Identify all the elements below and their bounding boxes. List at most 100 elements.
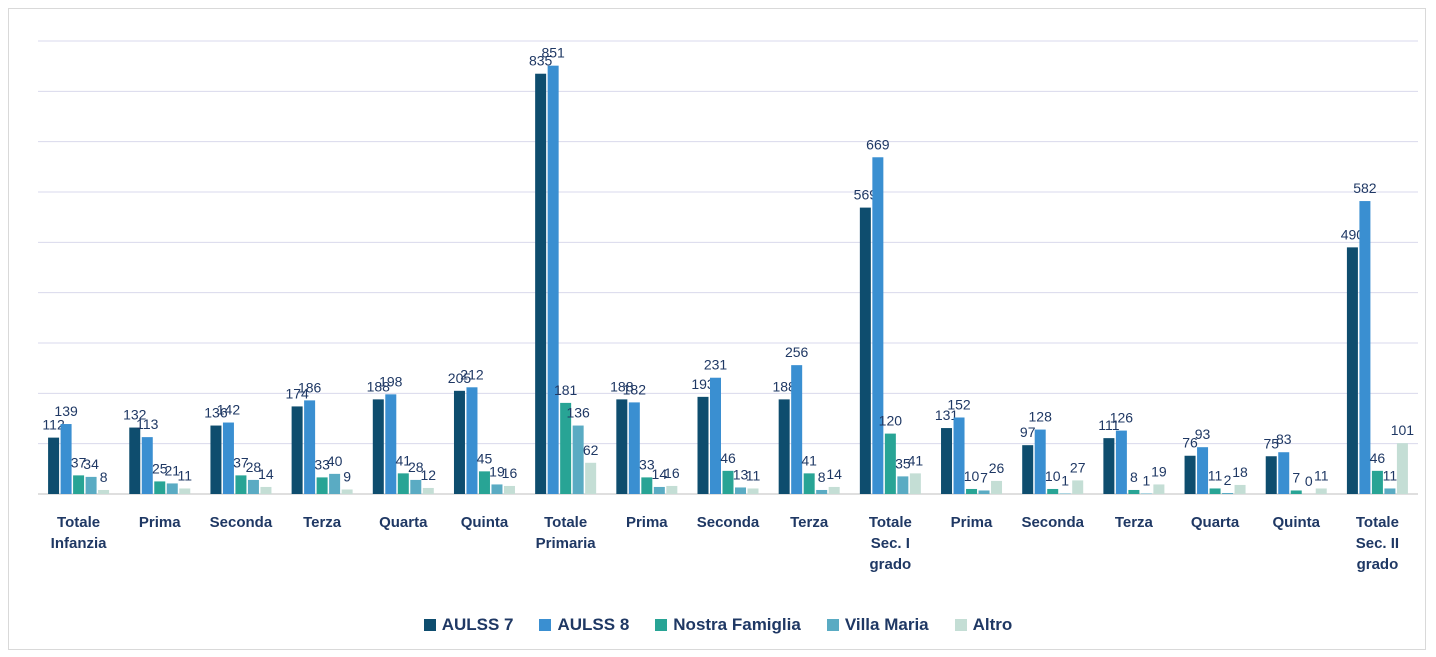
- bar: [1153, 484, 1165, 494]
- bar: [909, 473, 921, 494]
- bar: [1184, 455, 1196, 494]
- value-label: 2: [1224, 472, 1232, 488]
- bar: [1140, 493, 1152, 494]
- x-tick-label: Seconda: [1021, 514, 1084, 531]
- value-label: 136: [566, 405, 590, 421]
- bar: [1022, 445, 1034, 494]
- legend-swatch: [954, 619, 967, 631]
- value-label: 14: [652, 466, 668, 482]
- bar: [1115, 430, 1127, 494]
- value-label: 46: [720, 450, 736, 466]
- bar: [141, 437, 153, 494]
- value-label: 198: [379, 373, 403, 389]
- bar: [991, 480, 1003, 494]
- value-label: 9: [343, 468, 351, 484]
- bar: [628, 402, 640, 494]
- legend-item: Nostra Famiglia: [655, 615, 801, 635]
- legend-swatch: [826, 619, 839, 631]
- value-label: 11: [1383, 467, 1398, 483]
- value-label: 101: [1391, 422, 1415, 438]
- bar: [978, 490, 990, 494]
- bar: [1034, 429, 1046, 494]
- x-tick-label: Terza: [1114, 514, 1153, 531]
- bar: [48, 437, 60, 494]
- bar: [1103, 438, 1115, 494]
- bar: [1346, 247, 1358, 494]
- value-label: 128: [1029, 409, 1053, 425]
- value-label: 14: [258, 466, 274, 482]
- bar: [1371, 470, 1383, 494]
- value-label: 256: [785, 344, 809, 360]
- value-label: 188: [367, 378, 391, 394]
- value-label: 1: [1061, 472, 1069, 488]
- bar: [803, 473, 815, 494]
- legend-swatch: [539, 619, 552, 631]
- bar: [953, 417, 965, 494]
- bar: [735, 487, 746, 494]
- bar: [872, 157, 884, 494]
- value-label: 13: [733, 466, 749, 482]
- bar: [397, 473, 409, 494]
- bar: [291, 406, 303, 494]
- bar: [453, 390, 465, 494]
- legend-label: Villa Maria: [844, 615, 929, 634]
- bar: [410, 479, 422, 494]
- value-label: 37: [233, 454, 249, 470]
- legend-label: AULSS 8: [557, 615, 630, 634]
- bar: [1315, 488, 1327, 494]
- value-label: 28: [246, 459, 262, 475]
- value-label: 14: [826, 466, 842, 482]
- bar: [235, 475, 247, 494]
- bar: [329, 473, 341, 494]
- value-label: 205: [448, 370, 472, 386]
- bar: [1290, 490, 1302, 494]
- value-label: 28: [408, 459, 424, 475]
- value-label: 19: [489, 463, 505, 479]
- legend-swatch: [423, 619, 436, 631]
- legend-label: Nostra Famiglia: [673, 615, 801, 634]
- bar: [884, 433, 896, 494]
- bar: [560, 402, 572, 494]
- value-label: 8: [1130, 469, 1138, 485]
- value-label: 851: [541, 45, 565, 61]
- bar: [1059, 493, 1071, 494]
- bar: [478, 471, 490, 494]
- value-label: 37: [71, 454, 87, 470]
- bar: [778, 399, 790, 494]
- bar: [666, 485, 678, 494]
- value-label: 25: [152, 460, 168, 476]
- value-label: 12: [421, 467, 437, 483]
- value-label: 490: [1341, 226, 1365, 242]
- bar: [791, 365, 803, 494]
- bar: [572, 425, 584, 494]
- value-label: 62: [583, 442, 599, 458]
- bar: [941, 428, 953, 494]
- bar: [535, 73, 547, 494]
- value-label: 182: [623, 381, 647, 397]
- bar: [585, 462, 597, 494]
- value-label: 112: [42, 417, 65, 433]
- value-label: 8: [818, 469, 826, 485]
- bar: [385, 394, 397, 494]
- value-label: 34: [83, 456, 99, 472]
- value-label: 41: [908, 452, 924, 468]
- bar: [897, 476, 909, 494]
- x-tick-label: Totale Sec. II grado: [1355, 514, 1400, 573]
- legend-label: Altro: [972, 615, 1013, 634]
- bar: [1234, 484, 1246, 494]
- value-label: 174: [285, 385, 309, 401]
- value-label: 8: [100, 469, 108, 485]
- x-tick-label: Prima: [950, 514, 993, 531]
- value-label: 188: [772, 378, 796, 394]
- bar: [697, 396, 709, 494]
- value-label: 10: [1045, 468, 1061, 484]
- bar: [1072, 480, 1084, 494]
- value-label: 46: [1370, 450, 1386, 466]
- bar: [85, 476, 97, 494]
- bar: [1265, 456, 1277, 494]
- legend: AULSS 7 AULSS 8 Nostra Famiglia Villa Maria…: [0, 615, 1436, 635]
- x-tick-label: Quarta: [379, 514, 428, 531]
- x-tick-label: Seconda: [209, 514, 273, 531]
- bar: [1278, 452, 1290, 494]
